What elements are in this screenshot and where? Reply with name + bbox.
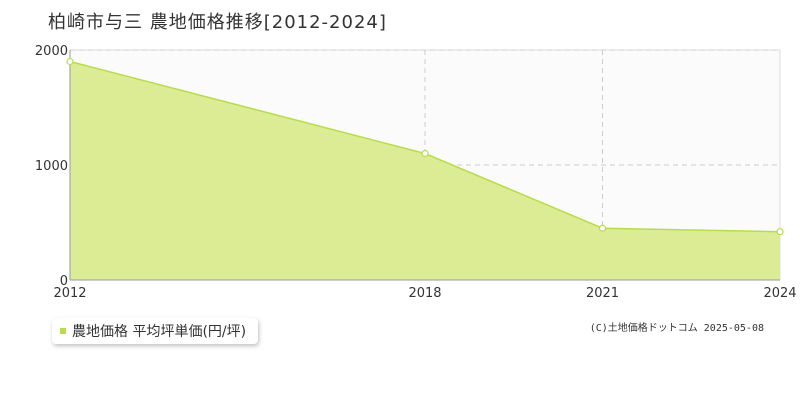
data-point-2018 xyxy=(421,149,429,158)
legend-label: 農地価格 平均坪単価(円/坪) xyxy=(72,324,247,340)
data-point-2012 xyxy=(66,57,74,66)
y-tick-label-1000: 1000 xyxy=(35,159,68,174)
chart-title: 柏崎市与三 農地価格推移[2012-2024] xyxy=(48,12,387,33)
y-tick-label-0: 0 xyxy=(60,274,68,289)
copyright-text: (C)土地価格ドットコム 2025-05-08 xyxy=(589,323,764,334)
data-point-2021 xyxy=(598,224,607,232)
series-area xyxy=(69,60,781,280)
x-tick-label-2024: 2024 xyxy=(763,286,796,301)
y-tick-label-2000: 2000 xyxy=(35,44,68,59)
x-tick-label-2018: 2018 xyxy=(408,286,441,301)
data-points xyxy=(66,57,784,236)
x-tick-label-2021: 2021 xyxy=(586,286,619,301)
legend-swatch xyxy=(60,328,66,334)
axes xyxy=(69,50,780,281)
series-line xyxy=(69,60,781,233)
legend: 農地価格 平均坪単価(円/坪) xyxy=(52,318,259,344)
tick-labels: 2012 2018 2021 2024 0 1000 2000 xyxy=(35,44,797,301)
x-tick-label-2012: 2012 xyxy=(53,286,86,301)
series-area-fill xyxy=(70,61,780,280)
data-point-2024 xyxy=(776,228,784,236)
